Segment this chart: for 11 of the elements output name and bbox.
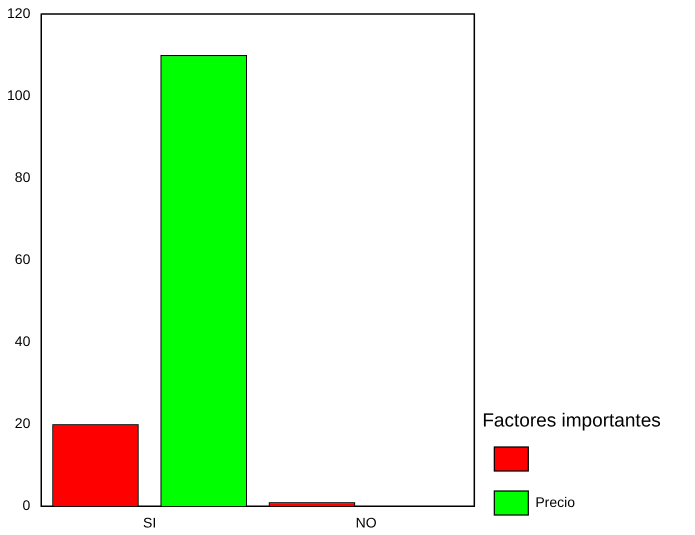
legend-title: Factores importantes [482,410,661,432]
y-tick-label: 0 [22,497,31,514]
y-tick-label: 20 [14,415,31,432]
y-tick-label: 80 [14,168,31,185]
x-tick-label: SI [142,514,156,530]
y-tick-label: 40 [14,332,31,349]
y-tick-label: 60 [14,250,31,267]
x-tick-label: NO [356,514,377,530]
y-tick-label: 100 [7,86,31,103]
legend-label: Precio [535,494,576,510]
y-tick-label: 120 [7,4,31,21]
